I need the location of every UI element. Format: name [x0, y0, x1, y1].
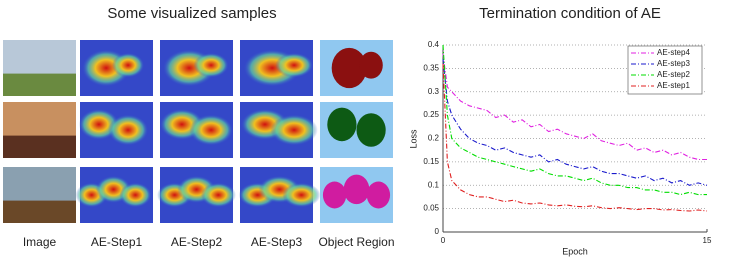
x-axis-label: Epoch — [562, 246, 588, 256]
heatmap-hotspot — [112, 52, 145, 78]
object-region — [327, 107, 357, 142]
object-region — [359, 51, 383, 79]
object-region — [331, 47, 367, 89]
heatmap-hotspot — [119, 182, 152, 208]
sample-image-ground — [3, 135, 76, 158]
heatmap-hotspot — [282, 182, 321, 208]
series-line — [442, 63, 708, 212]
y-axis-label: Loss — [408, 129, 418, 149]
column-label: Image — [23, 235, 57, 249]
heatmap-hotspot — [200, 182, 236, 208]
x-tick-label: 0 — [441, 236, 446, 245]
column-label: AE-Step3 — [251, 235, 303, 249]
sample-image-ground — [3, 73, 76, 96]
chart-title: Termination condition of AE — [479, 5, 661, 22]
column-label: Object Region — [318, 235, 394, 249]
y-tick-label: 0.4 — [428, 40, 440, 49]
legend-label: AE-step3 — [657, 59, 690, 68]
object-region — [366, 181, 391, 209]
y-tick-label: 0.05 — [423, 204, 439, 213]
legend-label: AE-step2 — [657, 70, 690, 79]
object-region — [356, 113, 386, 147]
y-tick-label: 0.25 — [423, 110, 439, 119]
column-label: AE-Step2 — [171, 235, 223, 249]
y-tick-label: 0.35 — [423, 63, 439, 72]
y-tick-label: 0.2 — [428, 134, 440, 143]
sample-grid — [3, 40, 393, 223]
sample-image-ground — [3, 200, 76, 223]
heatmap-hotspot — [270, 114, 318, 146]
y-tick-label: 0.15 — [423, 157, 439, 166]
figure-title: Some visualized samples — [107, 5, 276, 22]
series-line — [442, 54, 707, 161]
object-region — [322, 181, 347, 209]
y-tick-label: 0 — [435, 227, 440, 236]
legend-box — [627, 45, 703, 95]
object-region — [343, 174, 370, 205]
column-label: AE-Step1 — [91, 235, 143, 249]
y-tick-label: 0.1 — [428, 180, 440, 189]
y-tick-label: 0.3 — [428, 87, 440, 96]
heatmap-hotspot — [275, 52, 314, 78]
x-tick-label: 15 — [703, 236, 712, 245]
legend-label: AE-step1 — [657, 81, 690, 90]
series-line — [442, 58, 708, 186]
heatmap-hotspot — [108, 114, 149, 146]
heatmap-hotspot — [189, 114, 234, 146]
legend-label: AE-step4 — [657, 48, 690, 57]
series-line — [442, 44, 707, 196]
heatmap-hotspot — [193, 52, 229, 78]
